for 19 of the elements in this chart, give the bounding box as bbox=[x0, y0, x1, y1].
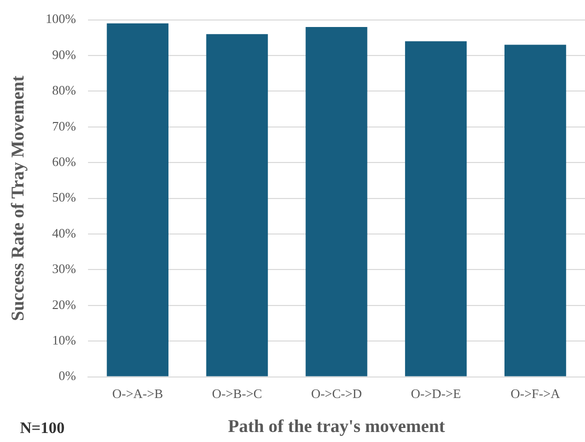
y-axis-title: Success Rate of Tray Movement bbox=[7, 76, 28, 321]
y-tick-label: 10% bbox=[52, 332, 76, 348]
y-tick-label: 50% bbox=[52, 190, 76, 205]
y-tick-label: 40% bbox=[52, 225, 76, 240]
x-tick-label: O->F->A bbox=[510, 386, 561, 402]
x-tick-label: O->B->C bbox=[212, 386, 262, 402]
y-tick-label: 0% bbox=[58, 368, 76, 384]
y-tick-label: 90% bbox=[52, 46, 76, 62]
y-tick-label: 20% bbox=[52, 296, 76, 312]
y-tick-label: 30% bbox=[52, 261, 76, 276]
x-axis-title: Path of the tray's movement bbox=[228, 416, 445, 436]
x-tick-label: O->C->D bbox=[311, 386, 362, 402]
y-tick-label: 60% bbox=[52, 154, 76, 170]
y-tick-label: 80% bbox=[52, 82, 76, 98]
text: N=100 bbox=[20, 420, 65, 438]
y-tick-label: 70% bbox=[52, 118, 76, 134]
y-tick-label: 100% bbox=[46, 11, 76, 26]
x-tick-label: O->D->E bbox=[410, 386, 461, 402]
x-tick-label: O->A->B bbox=[112, 386, 164, 402]
